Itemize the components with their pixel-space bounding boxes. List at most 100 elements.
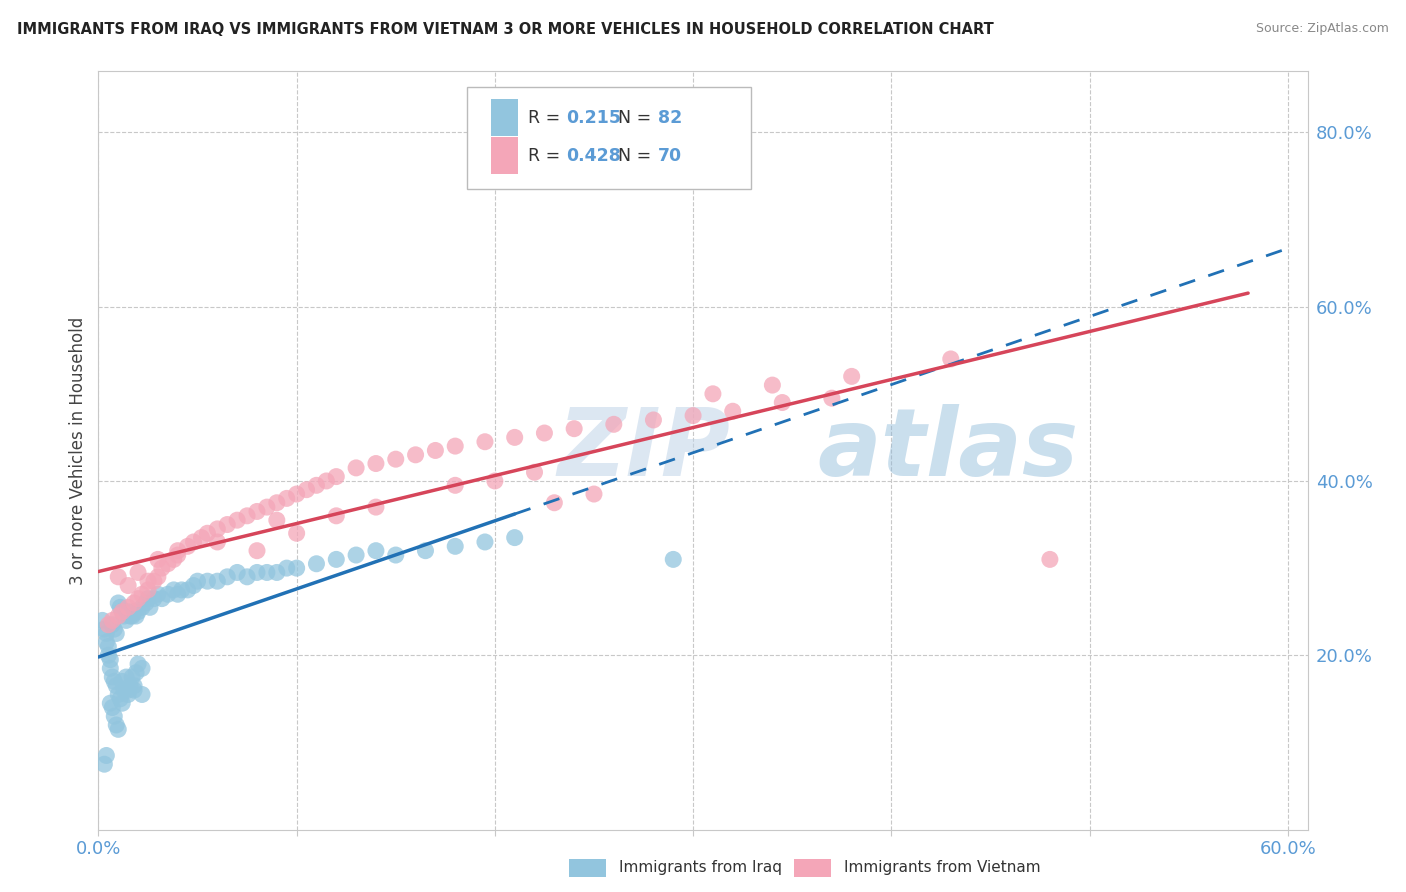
Point <box>103 674 125 689</box>
Point <box>266 566 288 580</box>
Point <box>325 552 347 566</box>
FancyBboxPatch shape <box>492 137 517 174</box>
Point <box>136 591 159 606</box>
Point <box>682 409 704 423</box>
Point <box>127 566 149 580</box>
Point <box>217 570 239 584</box>
Text: R =: R = <box>527 110 565 128</box>
Point <box>131 661 153 675</box>
Point <box>364 543 387 558</box>
Point <box>474 434 496 449</box>
Point <box>103 622 125 636</box>
Point <box>101 617 124 632</box>
FancyBboxPatch shape <box>492 99 517 136</box>
Point <box>122 683 145 698</box>
Point <box>582 487 605 501</box>
Point <box>166 543 188 558</box>
Point <box>96 626 118 640</box>
Point <box>186 574 208 589</box>
Point <box>266 513 288 527</box>
Text: Immigrants from Iraq: Immigrants from Iraq <box>619 860 782 874</box>
Point <box>236 508 259 523</box>
Point <box>217 517 239 532</box>
Point <box>183 535 205 549</box>
Point <box>415 543 437 558</box>
Point <box>91 614 114 628</box>
Text: ZIP: ZIP <box>558 404 731 497</box>
Point <box>121 609 143 624</box>
Point <box>266 496 288 510</box>
Point <box>246 504 269 518</box>
Point <box>136 582 159 597</box>
Point <box>190 531 212 545</box>
Point <box>276 491 298 506</box>
Point <box>207 574 229 589</box>
Point <box>484 474 506 488</box>
Point <box>107 596 129 610</box>
Text: atlas: atlas <box>818 404 1080 497</box>
Point <box>226 513 249 527</box>
Point <box>444 478 467 492</box>
Point <box>117 600 139 615</box>
Point <box>166 587 188 601</box>
Point <box>125 609 148 624</box>
Point <box>276 561 298 575</box>
Point <box>305 557 328 571</box>
Point <box>384 452 406 467</box>
Point <box>474 535 496 549</box>
Point <box>93 757 115 772</box>
Point <box>197 526 219 541</box>
Point <box>96 635 118 649</box>
Point <box>139 600 162 615</box>
Point <box>344 548 367 562</box>
Point <box>305 478 328 492</box>
Point <box>111 674 134 689</box>
Point <box>503 531 526 545</box>
Point <box>120 609 142 624</box>
Point <box>97 617 120 632</box>
Point <box>643 413 665 427</box>
Point <box>603 417 626 432</box>
Point <box>117 688 139 702</box>
Point <box>107 688 129 702</box>
Point <box>761 378 783 392</box>
Point <box>97 640 120 654</box>
Point <box>562 422 585 436</box>
Point <box>315 474 337 488</box>
Point <box>101 614 124 628</box>
Point <box>117 683 139 698</box>
Y-axis label: 3 or more Vehicles in Household: 3 or more Vehicles in Household <box>69 317 87 584</box>
Point <box>702 386 724 401</box>
Point <box>285 526 308 541</box>
Point <box>207 522 229 536</box>
Point <box>176 539 198 553</box>
Text: 82: 82 <box>658 110 682 128</box>
Point <box>142 574 165 589</box>
Point <box>103 709 125 723</box>
Point <box>111 605 134 619</box>
Point <box>115 670 138 684</box>
Point <box>236 570 259 584</box>
Text: R =: R = <box>527 147 565 165</box>
Point <box>662 552 685 566</box>
Point <box>156 557 179 571</box>
Point <box>146 587 169 601</box>
Point <box>146 570 169 584</box>
Point <box>107 723 129 737</box>
Point <box>101 700 124 714</box>
Point <box>170 582 193 597</box>
Text: N =: N = <box>619 147 657 165</box>
Point <box>122 605 145 619</box>
Point <box>256 500 278 515</box>
Point <box>101 670 124 684</box>
Point <box>110 691 132 706</box>
Point <box>98 661 121 675</box>
Point <box>105 626 128 640</box>
Point <box>295 483 318 497</box>
Point <box>364 457 387 471</box>
Point <box>135 596 157 610</box>
Point <box>96 748 118 763</box>
Text: 70: 70 <box>658 147 682 165</box>
Point <box>111 696 134 710</box>
Point <box>110 600 132 615</box>
